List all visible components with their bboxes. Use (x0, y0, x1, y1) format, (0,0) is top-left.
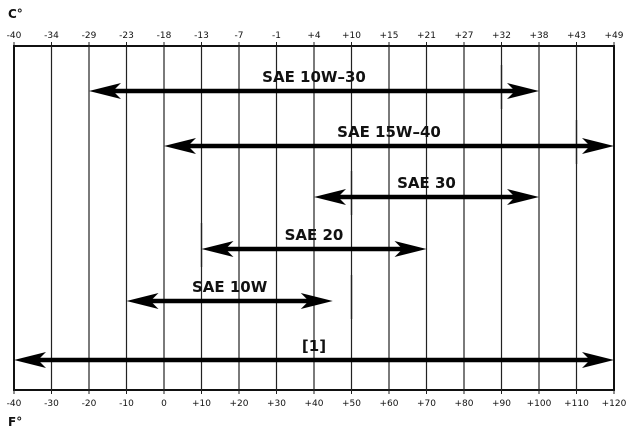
fahrenheit-tick-label: +90 (492, 399, 511, 409)
fahrenheit-tick-label: +100 (527, 399, 552, 409)
fahrenheit-tick-label: +80 (455, 399, 474, 409)
fahrenheit-tick-label: +30 (267, 399, 286, 409)
celsius-tick-label: -7 (235, 31, 244, 41)
range-arrowhead-left-1 (14, 352, 46, 368)
celsius-tick-label: +21 (417, 31, 436, 41)
celsius-tick-label: -40 (7, 31, 22, 41)
celsius-tick-label: -34 (44, 31, 59, 41)
range-label-1: [1] (302, 337, 326, 355)
fahrenheit-tick-label: +60 (380, 399, 399, 409)
celsius-tick-label: +27 (455, 31, 474, 41)
range-arrowhead-left-sae-30 (314, 189, 346, 205)
fahrenheit-tick-label: -30 (44, 399, 59, 409)
range-arrowhead-left-sae-10w (126, 293, 159, 309)
fahrenheit-tick-label: +70 (417, 399, 436, 409)
celsius-tick-label: -13 (194, 31, 209, 41)
fahrenheit-tick-label: 0 (161, 399, 167, 409)
celsius-tick-label: -23 (119, 31, 134, 41)
range-label-sae-20: SAE 20 (285, 226, 344, 244)
top-tick-labels: -40 -34 -29 -23 -18 -13 -7 -1 +4 +10 +15 +21 +27 +32 +… (7, 31, 624, 46)
range-arrowhead-right-sae-10w-30 (507, 83, 539, 99)
celsius-tick-label: -29 (82, 31, 97, 41)
range-arrows: SAE 10W–30 SAE 15W–40 SAE 30 SAE 20 SAE 10W [… (14, 68, 614, 368)
range-label-sae-30: SAE 30 (397, 174, 456, 192)
fahrenheit-tick-label: -40 (7, 399, 22, 409)
fahrenheit-tick-label: +10 (192, 399, 211, 409)
fahrenheit-tick-label: +120 (602, 399, 627, 409)
range-arrowhead-right-sae-10w (300, 293, 333, 309)
range-arrowhead-right-sae-30 (507, 189, 539, 205)
range-arrowhead-right-sae-20 (394, 241, 427, 257)
range-label-sae-10w: SAE 10W (192, 278, 268, 296)
celsius-tick-label: +38 (530, 31, 549, 41)
bottom-tick-labels: -40 -30 -20 -10 0 +10 +20 +30 +40 +50 +60 +70 +80 +90… (7, 390, 627, 409)
celsius-tick-label: +15 (380, 31, 399, 41)
range-arrowhead-right-sae-15w-40 (582, 138, 614, 154)
range-arrowhead-left-sae-10w-30 (89, 83, 121, 99)
range-arrowhead-left-sae-20 (201, 241, 234, 257)
range-label-sae-10w-30: SAE 10W–30 (262, 68, 366, 86)
range-arrowhead-left-sae-15w-40 (164, 138, 196, 154)
range-label-sae-15w-40: SAE 15W–40 (337, 123, 441, 141)
fahrenheit-unit-label: F° (8, 415, 22, 429)
celsius-tick-label: +4 (307, 31, 321, 41)
range-arrowhead-right-1 (582, 352, 614, 368)
celsius-tick-label: -1 (272, 31, 281, 41)
fahrenheit-tick-label: +20 (230, 399, 249, 409)
celsius-unit-label: C° (8, 7, 23, 21)
celsius-tick-label: +49 (605, 31, 624, 41)
range-guides (200, 65, 578, 319)
fahrenheit-tick-label: +40 (305, 399, 324, 409)
celsius-tick-label: +32 (492, 31, 511, 41)
fahrenheit-tick-label: -20 (82, 399, 97, 409)
celsius-tick-label: +43 (567, 31, 586, 41)
fahrenheit-tick-label: -10 (119, 399, 134, 409)
fahrenheit-tick-label: +110 (564, 399, 589, 409)
celsius-tick-label: -18 (157, 31, 172, 41)
celsius-tick-label: +10 (342, 31, 361, 41)
fahrenheit-tick-label: +50 (342, 399, 361, 409)
